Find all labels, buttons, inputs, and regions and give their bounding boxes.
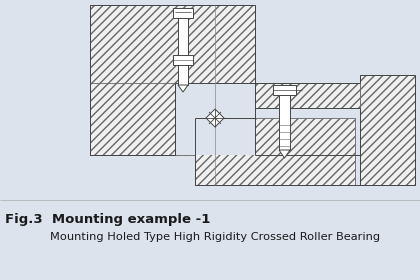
Polygon shape	[178, 85, 188, 92]
Bar	[195, 118, 355, 185]
Bar	[255, 83, 360, 108]
Bar	[173, 55, 193, 65]
Bar	[173, 8, 193, 18]
Bar	[90, 83, 255, 155]
Bar	[178, 13, 188, 85]
Bar	[360, 75, 415, 185]
Bar	[90, 5, 255, 85]
Bar	[255, 108, 360, 118]
Polygon shape	[206, 109, 224, 127]
Text: Mounting Holed Type High Rigidity Crossed Roller Bearing: Mounting Holed Type High Rigidity Crosse…	[50, 232, 380, 242]
Bar	[175, 83, 255, 155]
Bar	[279, 90, 290, 150]
Polygon shape	[279, 150, 290, 158]
Bar	[255, 108, 360, 118]
Text: Fig.3  Mounting example -1: Fig.3 Mounting example -1	[5, 213, 210, 226]
Bar	[273, 85, 296, 95]
